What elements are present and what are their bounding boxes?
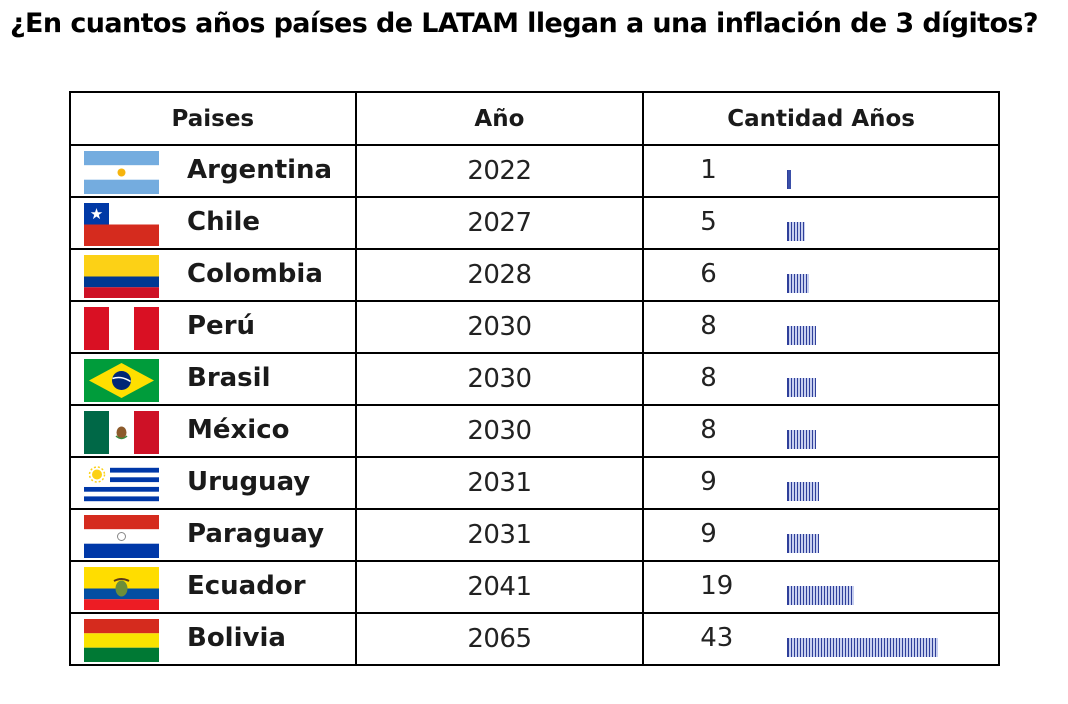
year-value: 2031 [354, 456, 645, 510]
argentina-flag-icon [84, 151, 159, 194]
years-bar [787, 274, 810, 293]
table-row: Ecuador 2041 19 [69, 560, 1000, 614]
colombia-flag-icon [84, 255, 159, 298]
years-bar [787, 430, 817, 449]
years-bar [787, 534, 820, 553]
country-name: Chile [187, 207, 261, 237]
inflation-table: Paises Año Cantidad Años Argentina 2022 … [69, 91, 1000, 666]
country-name: Ecuador [187, 571, 306, 601]
country-name: Uruguay [187, 467, 311, 497]
country-name: Argentina [187, 155, 333, 185]
years-count: 9 [700, 467, 717, 497]
country-name: Paraguay [187, 519, 325, 549]
years-count: 8 [700, 415, 717, 445]
table-row: Bolivia 2065 43 [69, 612, 1000, 666]
chile-flag-icon [84, 203, 159, 246]
table-row: Argentina 2022 1 [69, 144, 1000, 198]
year-value: 2027 [354, 196, 645, 250]
ecuador-flag-icon [84, 567, 159, 610]
year-value: 2028 [354, 248, 645, 302]
country-name: México [187, 415, 290, 445]
table-row: Paraguay 2031 9 [69, 508, 1000, 562]
country-name: Colombia [187, 259, 323, 289]
year-value: 2065 [354, 612, 645, 666]
years-count: 9 [700, 519, 717, 549]
years-bar [787, 170, 792, 189]
years-count: 5 [700, 207, 717, 237]
paraguay-flag-icon [84, 515, 159, 558]
years-bar [787, 326, 817, 345]
years-bar [787, 586, 855, 605]
years-bar [787, 222, 806, 241]
years-count: 6 [700, 259, 717, 289]
table-row: Perú 2030 8 [69, 300, 1000, 354]
years-count: 43 [700, 623, 734, 653]
years-count: 1 [700, 155, 717, 185]
header-count: Cantidad Años [642, 91, 1000, 146]
year-value: 2031 [354, 508, 645, 562]
year-value: 2041 [354, 560, 645, 614]
country-name: Perú [187, 311, 256, 341]
mexico-flag-icon [84, 411, 159, 454]
country-name: Brasil [187, 363, 271, 393]
years-bar [787, 378, 817, 397]
years-bar [787, 638, 939, 657]
header-year: Año [354, 91, 645, 146]
year-value: 2022 [354, 144, 645, 198]
header-country: Paises [69, 91, 357, 146]
page-title: ¿En cuantos años países de LATAM llegan … [10, 8, 1039, 39]
bolivia-flag-icon [84, 619, 159, 662]
brazil-flag-icon [84, 359, 159, 402]
table-row: Brasil 2030 8 [69, 352, 1000, 406]
year-value: 2030 [354, 404, 645, 458]
years-count: 8 [700, 311, 717, 341]
table-row: México 2030 8 [69, 404, 1000, 458]
years-count: 19 [700, 571, 734, 601]
uruguay-flag-icon [84, 463, 159, 506]
years-count: 8 [700, 363, 717, 393]
table-header-row: Paises Año Cantidad Años [69, 91, 1000, 146]
year-value: 2030 [354, 352, 645, 406]
peru-flag-icon [84, 307, 159, 350]
year-value: 2030 [354, 300, 645, 354]
table-row: Chile 2027 5 [69, 196, 1000, 250]
years-bar [787, 482, 820, 501]
table-row: Colombia 2028 6 [69, 248, 1000, 302]
country-name: Bolivia [187, 623, 286, 653]
table-row: Uruguay 2031 9 [69, 456, 1000, 510]
